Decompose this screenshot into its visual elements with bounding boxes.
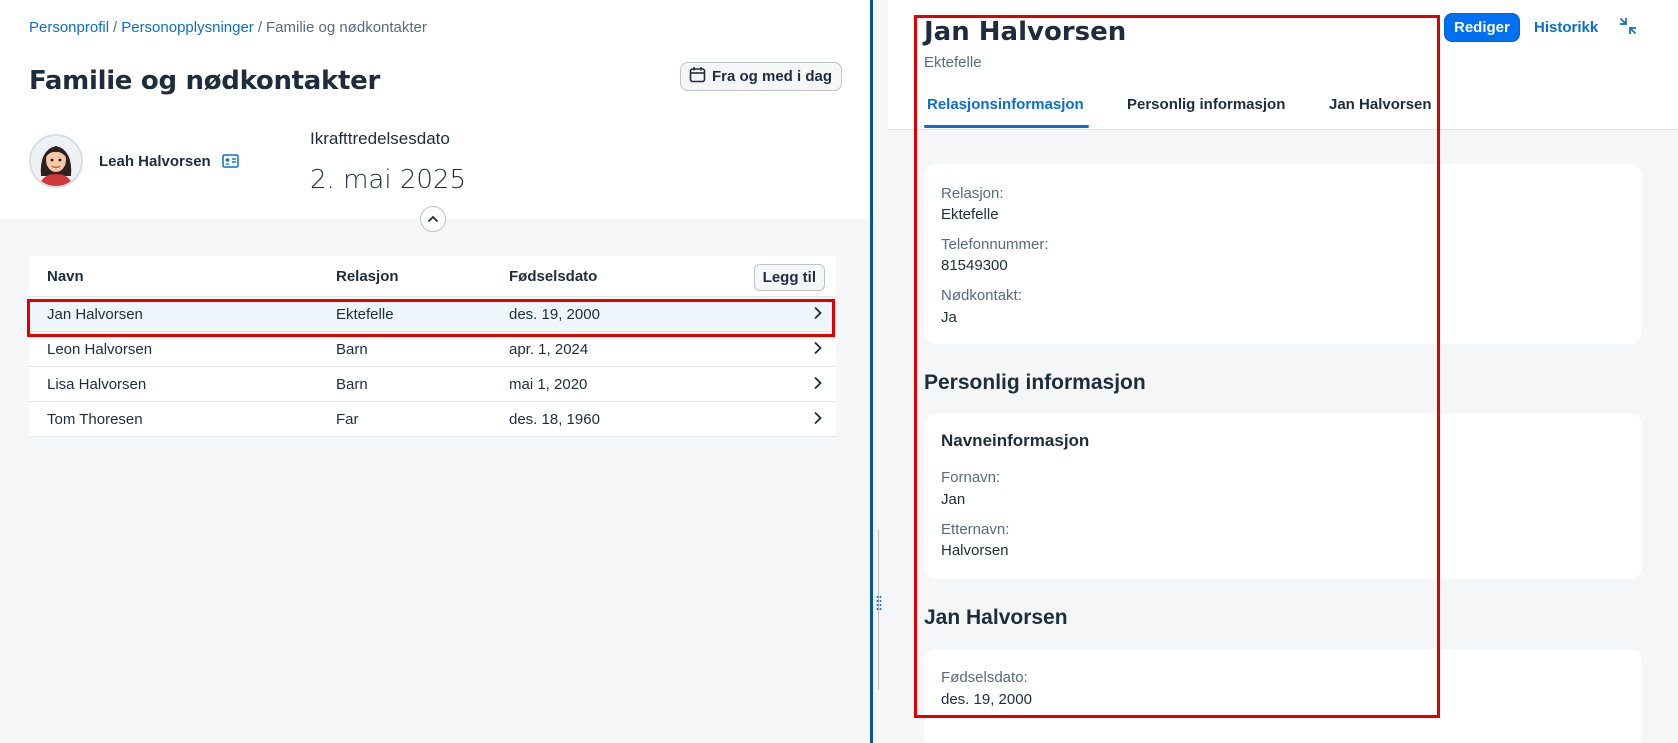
column-header-birthdate: Fødselsdato <box>509 267 598 285</box>
table-header: Navn Relasjon Fødselsdato Legg til <box>29 256 836 297</box>
collapse-header-button[interactable] <box>420 206 446 232</box>
splitter-line <box>878 530 879 690</box>
avatar <box>29 134 83 188</box>
row-relation: Far <box>336 410 359 428</box>
date-filter-label: Fra og med i dag <box>712 68 833 85</box>
object-header: Jan Halvorsen Ektefelle Rediger Historik… <box>888 0 1678 130</box>
chevron-right-icon <box>813 376 822 394</box>
effective-date-value: 2. mai 2025 <box>310 165 466 195</box>
breadcrumb-separator: / <box>113 19 118 36</box>
chevron-right-icon <box>813 411 822 429</box>
breadcrumb-personopplysninger[interactable]: Personopplysninger <box>121 19 254 36</box>
relation-label: Relasjon: <box>941 185 1004 202</box>
table-row[interactable]: Lisa Halvorsen Barn mai 1, 2020 <box>29 367 836 402</box>
column-header-name: Navn <box>47 267 84 285</box>
row-birthdate: apr. 1, 2024 <box>509 340 589 358</box>
tab-personlig-informasjon[interactable]: Personlig informasjon <box>1127 96 1286 113</box>
table-row[interactable]: Jan Halvorsen Ektefelle des. 19, 2000 <box>29 297 836 332</box>
tab-jan-halvorsen[interactable]: Jan Halvorsen <box>1329 96 1432 113</box>
add-button[interactable]: Legg til <box>753 264 825 291</box>
calendar-icon <box>689 66 706 87</box>
edit-button[interactable]: Rediger <box>1444 13 1520 42</box>
emergency-contact-label: Nødkontakt: <box>941 287 1022 304</box>
grip-icon[interactable] <box>876 595 882 611</box>
object-subtitle: Ektefelle <box>924 54 982 71</box>
date-filter-button[interactable]: Fra og med i dag <box>680 62 843 91</box>
relation-value: Ektefelle <box>941 206 999 223</box>
relation-card: Relasjon: Ektefelle Telefonnummer: 81549… <box>924 164 1642 344</box>
phone-label: Telefonnummer: <box>941 236 1049 253</box>
history-button[interactable]: Historikk <box>1534 19 1599 36</box>
breadcrumb-separator: / <box>257 19 262 36</box>
id-card-icon[interactable] <box>222 154 239 173</box>
page-header: Personprofil / Personopplysninger / Familie … <box>0 0 870 219</box>
row-name: Leon Halvorsen <box>47 340 153 358</box>
row-birthdate: des. 18, 1960 <box>509 410 600 428</box>
row-name: Jan Halvorsen <box>47 305 143 323</box>
table-row[interactable]: Tom Thoresen Far des. 18, 1960 <box>29 402 836 437</box>
first-name-value: Jan <box>941 491 966 508</box>
last-name-value: Halvorsen <box>941 542 1009 559</box>
family-table: Navn Relasjon Fødselsdato Legg til Jan H… <box>29 256 836 437</box>
name-info-card: Navneinformasjon Fornavn: Jan Etternavn:… <box>924 414 1642 579</box>
row-relation: Barn <box>336 340 368 358</box>
column-header-relation: Relasjon <box>336 267 399 285</box>
chevron-right-icon <box>813 341 822 359</box>
row-relation: Barn <box>336 375 368 393</box>
list-report-pane: Personprofil / Personopplysninger / Familie … <box>0 0 870 437</box>
exit-fullscreen-icon[interactable] <box>1619 17 1637 40</box>
first-name-label: Fornavn: <box>941 469 1001 486</box>
tab-relasjonsinformasjon[interactable]: Relasjonsinformasjon <box>927 96 1084 113</box>
emergency-contact-value: Ja <box>941 309 957 326</box>
row-name: Tom Thoresen <box>47 410 143 428</box>
row-birthdate: mai 1, 2020 <box>509 375 588 393</box>
breadcrumb: Personprofil / Personopplysninger / Familie … <box>29 19 427 36</box>
employee-name: Leah Halvorsen <box>99 153 211 170</box>
section-title-bio: Jan Halvorsen <box>924 606 1068 629</box>
chevron-right-icon <box>813 306 822 324</box>
table-row[interactable]: Leon Halvorsen Barn apr. 1, 2024 <box>29 332 836 367</box>
bio-card: Fødselsdato: des. 19, 2000 <box>924 649 1642 743</box>
object-title: Jan Halvorsen <box>924 17 1127 47</box>
row-birthdate: des. 19, 2000 <box>509 305 600 323</box>
row-relation: Ektefelle <box>336 305 394 323</box>
phone-value: 81549300 <box>941 257 1008 274</box>
section-title-personal: Personlig informasjon <box>924 371 1146 394</box>
name-info-title: Navneinformasjon <box>941 431 1090 450</box>
object-page-pane: Jan Halvorsen Ektefelle Rediger Historik… <box>888 0 1678 743</box>
breadcrumb-current: Familie og nødkontakter <box>265 19 427 36</box>
column-splitter[interactable] <box>870 0 873 743</box>
row-name: Lisa Halvorsen <box>47 375 147 393</box>
birthdate-label: Fødselsdato: <box>941 669 1028 686</box>
birthdate-value: des. 19, 2000 <box>941 691 1032 708</box>
chevron-up-icon <box>427 210 439 228</box>
breadcrumb-personprofil[interactable]: Personprofil <box>29 19 110 36</box>
last-name-label: Etternavn: <box>941 521 1010 538</box>
effective-date-label: Ikrafttredelsesdato <box>310 129 450 148</box>
active-tab-indicator <box>924 125 1089 128</box>
page-title: Familie og nødkontakter <box>29 66 381 96</box>
